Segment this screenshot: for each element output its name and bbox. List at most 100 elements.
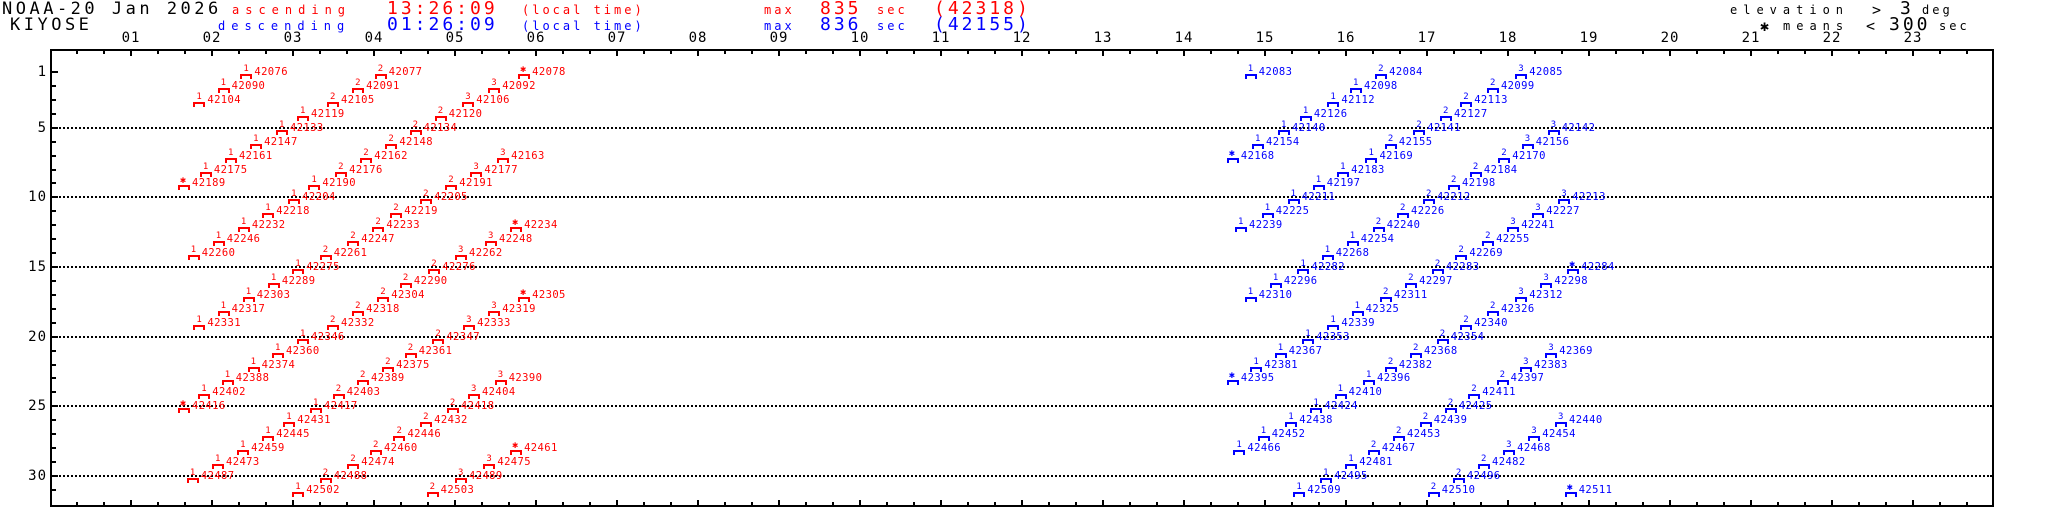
orbit-number: 42189 (191, 177, 226, 190)
pass-sequence-symbol: 3 (1540, 273, 1554, 288)
orbit-number: 42213 (1572, 191, 1606, 204)
pass-sequence-symbol: 1 (247, 357, 262, 372)
pass-sequence-symbol: 2 (1375, 65, 1389, 79)
orbit-number: 42368 (1423, 344, 1458, 357)
pass-marker: 2 42510 (1427, 482, 1476, 497)
axis-tick (589, 502, 591, 505)
pass-sequence-symbol: 2 (420, 413, 434, 428)
orbit-number: 42454 (1542, 428, 1576, 441)
pass-marker: 3 42092 (488, 78, 536, 93)
orbit-number: 42255 (1496, 233, 1530, 246)
pass-sequence-symbol: 1 (1327, 92, 1341, 107)
axis-tick (1480, 51, 1482, 54)
pass-marker: 1 42388 (221, 371, 270, 386)
elevation-label: elevation (1730, 3, 1850, 17)
pass-sequence-symbol: 2 (1496, 371, 1511, 386)
pass-sequence-symbol: 2 (432, 329, 446, 344)
pass-sequence-symbol: 2 (1384, 357, 1399, 372)
orbit-number: 42416 (191, 400, 226, 413)
pass-marker: 1 42396 (1363, 371, 1411, 386)
pass-sequence-symbol: 2 (1431, 260, 1446, 275)
day-tick (52, 140, 56, 143)
orbit-number: 42452 (1271, 428, 1306, 441)
pass-marker: 2 42155 (1384, 134, 1433, 149)
orbit-number: 42190 (322, 177, 356, 190)
pass-marker: 1 42175 (199, 162, 248, 177)
orbit-number: 42170 (1512, 149, 1546, 162)
orbit-number: 42298 (1554, 274, 1588, 287)
day-tick (52, 168, 56, 171)
axis-tick (76, 51, 78, 54)
day-gridline (52, 474, 1992, 477)
pass-marker: ✱ 42461 (510, 441, 558, 456)
pass-marker: 1 42098 (1350, 78, 1398, 93)
pass-marker: 2 42120 (434, 106, 483, 121)
axis-tick (1426, 500, 1428, 505)
pass-marker: 2 42205 (420, 190, 468, 205)
descending-time: 01:26:09 (387, 14, 498, 35)
orbit-number: 42453 (1406, 428, 1441, 441)
pass-sequence-symbol: 2 (1452, 468, 1467, 483)
axis-tick (1642, 51, 1644, 54)
orbit-number: 42475 (497, 456, 531, 469)
duration-threshold: 300 (1889, 14, 1931, 35)
orbit-number: 42311 (1394, 288, 1428, 301)
short-pass-star-icon: ✱ (1226, 371, 1241, 386)
pass-sequence-symbol: 1 (1334, 385, 1349, 400)
axis-tick (967, 502, 969, 505)
pass-marker: 1 42339 (1327, 315, 1375, 330)
orbit-number: 42234 (524, 219, 558, 232)
pass-sequence-symbol: 2 (319, 246, 334, 261)
short-pass-star-icon: ✱ (518, 287, 532, 302)
pass-marker: 1 42169 (1365, 148, 1413, 163)
orbit-number: 42503 (440, 483, 475, 496)
pass-sequence-symbol: 2 (327, 92, 341, 107)
pass-marker: 1 42481 (1345, 455, 1393, 470)
orbit-number: 42175 (213, 163, 248, 176)
pass-marker: 2 42184 (1469, 162, 1518, 177)
pass-marker: ✱ 42511 (1564, 482, 1613, 497)
day-label: 15 (28, 259, 47, 276)
pass-marker: 2 42474 (347, 455, 395, 470)
axis-tick (589, 51, 591, 54)
pass-sequence-symbol: 2 (1444, 399, 1459, 414)
orbit-number: 42297 (1419, 274, 1453, 287)
orbit-number: 42127 (1453, 107, 1488, 120)
orbit-number: 42254 (1360, 233, 1395, 246)
pass-sequence-symbol: 3 (1558, 190, 1572, 205)
hour-label: 23 (1903, 30, 1923, 46)
pass-marker: 1 42424 (1310, 399, 1358, 414)
pass-sequence-symbol: 2 (1427, 482, 1442, 497)
pass-marker: 1 42353 (1302, 329, 1350, 344)
pass-marker: 1 42296 (1269, 273, 1318, 288)
pass-marker: 3 42383 (1520, 357, 1568, 372)
orbit-number: 42163 (511, 149, 545, 162)
pass-marker: 1 42509 (1293, 482, 1341, 497)
axis-tick (454, 500, 456, 505)
axis-tick (1696, 502, 1698, 505)
pass-marker: 1 42204 (288, 190, 336, 205)
axis-tick (859, 51, 861, 56)
descending-label: descending (218, 19, 351, 33)
pass-marker: 1 42502 (292, 482, 340, 497)
orbit-number: 42496 (1466, 469, 1501, 482)
axis-tick (211, 51, 213, 56)
day-gridline (52, 335, 1992, 338)
pass-sequence-symbol: 1 (199, 162, 214, 177)
pass-sequence-symbol: 3 (1503, 441, 1517, 456)
ascending-max-orbit: (42318) (934, 0, 1031, 19)
pass-marker: 2 42247 (347, 232, 395, 247)
pass-sequence-symbol: 1 (1250, 357, 1264, 372)
axis-tick (1156, 51, 1158, 54)
pass-sequence-symbol: 1 (1235, 218, 1249, 233)
pass-marker: 1 42346 (297, 329, 345, 344)
day-label: 25 (28, 398, 47, 415)
axis-tick (940, 500, 942, 505)
axis-tick (1750, 51, 1752, 56)
axis-tick (778, 51, 780, 56)
pass-sequence-symbol: 1 (1269, 273, 1284, 288)
axis-tick (1534, 51, 1536, 54)
orbit-number: 42487 (200, 469, 235, 482)
pass-marker: ✱ 42189 (177, 176, 226, 191)
